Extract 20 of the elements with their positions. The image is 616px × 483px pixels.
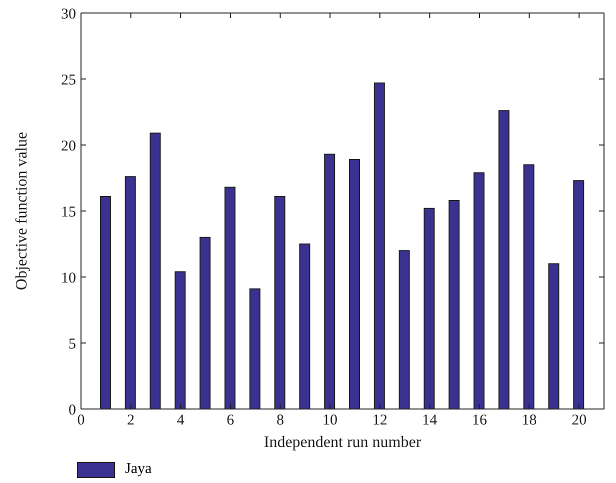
x-tick-label: 14 (422, 412, 438, 429)
y-tick-label: 10 (61, 270, 76, 286)
y-axis-title: Objective function value (14, 132, 31, 290)
legend-label: Jaya (125, 461, 152, 478)
y-tick-label: 20 (61, 138, 76, 154)
x-tick-label: 10 (322, 412, 338, 429)
y-tick-label: 0 (68, 402, 76, 418)
x-tick-label: 20 (572, 412, 587, 429)
x-tick-label: 8 (276, 412, 284, 429)
y-tick-label: 25 (61, 72, 76, 88)
y-tick-label: 15 (61, 204, 76, 220)
y-tick-label: 5 (68, 336, 76, 352)
x-tick-label: 2 (127, 412, 135, 429)
x-axis-title: Independent run number (264, 434, 422, 451)
x-tick-label: 16 (472, 412, 488, 429)
x-tick-label: 6 (226, 412, 235, 429)
x-tick-label: 18 (522, 412, 537, 429)
x-tick-label: 4 (176, 412, 185, 429)
y-tick-label: 30 (61, 6, 76, 22)
x-tick-label: 12 (372, 412, 388, 429)
